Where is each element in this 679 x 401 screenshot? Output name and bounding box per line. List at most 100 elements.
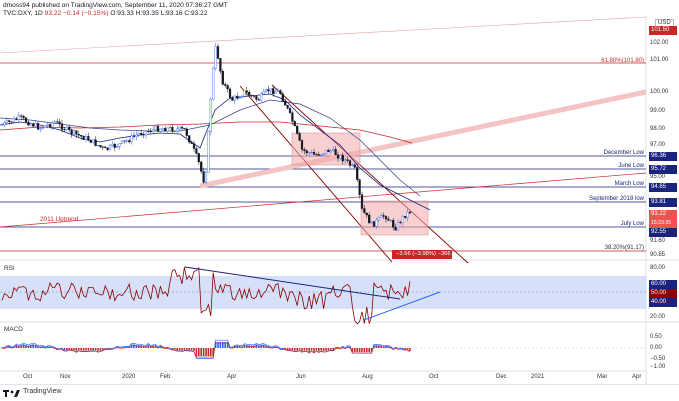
macd-bar bbox=[198, 348, 200, 356]
candle-body bbox=[332, 149, 334, 150]
candle-body bbox=[203, 171, 205, 182]
uptrend-label: 2011 Uptrend bbox=[40, 216, 78, 223]
candle-body bbox=[373, 222, 375, 227]
candle-body bbox=[4, 123, 6, 125]
macd-label[interactable]: MACD bbox=[4, 326, 23, 333]
candle-body bbox=[308, 153, 310, 154]
candle-body bbox=[296, 126, 298, 134]
candle-body bbox=[304, 149, 306, 150]
candle-body bbox=[263, 91, 265, 93]
price-axis-tick: 100.00 bbox=[650, 89, 668, 95]
rsi-axis-tick: 20.00 bbox=[650, 314, 665, 320]
candle-body bbox=[251, 95, 253, 96]
candle-body bbox=[409, 212, 411, 213]
candle-body bbox=[220, 58, 222, 71]
candle-body bbox=[164, 128, 166, 131]
candle-body bbox=[222, 71, 224, 84]
macd-axis-tick: 0.00 bbox=[650, 345, 662, 351]
candle-body bbox=[236, 96, 238, 98]
macd-histogram[interactable] bbox=[1, 342, 411, 356]
tradingview-logo-icon[interactable] bbox=[3, 388, 21, 398]
price-axis-tick: 99.00 bbox=[650, 108, 665, 114]
candle-body bbox=[119, 143, 121, 146]
candle-body bbox=[181, 127, 183, 128]
candle-body bbox=[364, 208, 366, 213]
macd-bar bbox=[296, 348, 298, 350]
candle-body bbox=[37, 123, 39, 129]
consolidation-box-2[interactable] bbox=[361, 201, 428, 235]
candle-body bbox=[371, 222, 373, 224]
candle-body bbox=[258, 99, 260, 100]
price-axis-tick: 95.00 bbox=[650, 174, 665, 180]
macd-axis-tick: −0.50 bbox=[650, 356, 665, 362]
candle-body bbox=[292, 113, 294, 122]
candle-body bbox=[390, 220, 392, 221]
macd-bar bbox=[78, 348, 80, 350]
candle-body bbox=[270, 88, 272, 91]
macd-bar bbox=[188, 348, 190, 350]
macd-bar bbox=[313, 348, 315, 352]
macd-bar bbox=[66, 348, 68, 350]
macd-bar bbox=[361, 348, 363, 352]
candle-body bbox=[337, 155, 339, 158]
candle-body bbox=[366, 213, 368, 215]
candle-body bbox=[13, 119, 15, 122]
macd-bar bbox=[364, 348, 366, 352]
candle-body bbox=[388, 219, 390, 220]
candle-body bbox=[49, 124, 51, 126]
macd-bar bbox=[263, 345, 265, 348]
candle-body bbox=[100, 145, 102, 147]
candle-body bbox=[361, 195, 363, 209]
candle-body bbox=[282, 94, 284, 102]
candle-body bbox=[395, 227, 397, 230]
candle-body bbox=[109, 146, 111, 150]
candle-body bbox=[88, 136, 90, 140]
macd-bar bbox=[306, 348, 308, 351]
macd-bar bbox=[359, 348, 361, 352]
candle-body bbox=[392, 220, 394, 227]
macd-bar bbox=[92, 348, 94, 350]
candle-body bbox=[186, 129, 188, 136]
candle-body bbox=[73, 131, 75, 134]
time-axis-label: 2020 bbox=[122, 374, 135, 380]
candle-body bbox=[301, 140, 303, 149]
macd-bar bbox=[320, 348, 322, 351]
macd-bar bbox=[64, 348, 66, 350]
rsi-label[interactable]: RSI bbox=[4, 265, 15, 272]
price-tag-countdown: 15:23:35 bbox=[649, 219, 677, 228]
macd-bar bbox=[203, 348, 205, 356]
macd-bar bbox=[409, 348, 411, 351]
candle-body bbox=[272, 88, 274, 93]
candle-body bbox=[95, 140, 97, 146]
macd-bar bbox=[246, 345, 248, 348]
candle-body bbox=[160, 129, 162, 131]
candle-body bbox=[112, 144, 114, 146]
candle-body bbox=[97, 145, 99, 146]
candle-body bbox=[71, 130, 73, 134]
candle-body bbox=[241, 96, 243, 97]
footer-brand[interactable]: TradingView bbox=[23, 388, 62, 395]
candle-body bbox=[136, 135, 138, 137]
candle-body bbox=[244, 91, 246, 96]
candle-body bbox=[56, 122, 58, 123]
candle-body bbox=[148, 131, 150, 132]
macd-bar bbox=[30, 345, 32, 348]
candle-body bbox=[328, 150, 330, 152]
candle-body bbox=[320, 154, 322, 155]
march-low-label: March Low bbox=[560, 181, 644, 187]
macd-bar bbox=[83, 348, 85, 351]
candle-body bbox=[354, 165, 356, 167]
fib-618-label: 61.80%(101.80) bbox=[560, 58, 644, 64]
macd-bar bbox=[407, 348, 409, 349]
candle-body bbox=[287, 105, 289, 108]
macd-bar bbox=[80, 348, 82, 350]
time-axis-label: 2021 bbox=[531, 374, 544, 380]
macd-bar bbox=[23, 344, 25, 348]
candle-body bbox=[208, 132, 210, 173]
candle-body bbox=[140, 133, 142, 134]
candle-body bbox=[59, 122, 61, 124]
macd-bar bbox=[356, 348, 358, 352]
macd-bar bbox=[323, 348, 325, 351]
macd-bar bbox=[90, 348, 92, 350]
candle-body bbox=[172, 127, 174, 131]
